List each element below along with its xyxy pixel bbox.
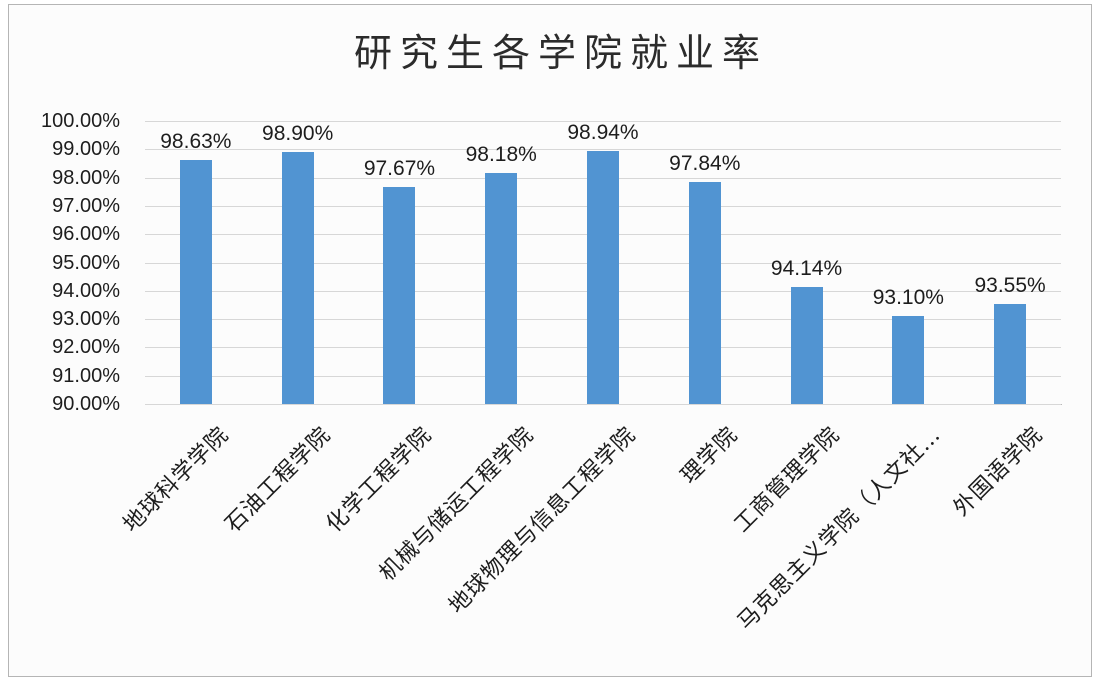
bar (485, 172, 518, 404)
y-tick-label: 100.00% (41, 110, 120, 132)
bar (281, 152, 314, 404)
bar-value-label: 98.94% (567, 120, 639, 144)
bar-value-label: 93.10% (872, 286, 944, 310)
bar-value-label: 93.55% (974, 273, 1046, 297)
y-tick-label: 99.00% (52, 138, 120, 161)
bar-value-label: 97.67% (363, 156, 436, 180)
bar (587, 150, 619, 404)
gridline (145, 404, 1061, 405)
y-tick-label: 91.00% (52, 364, 120, 387)
gridline (145, 149, 1061, 151)
y-tick-label: 94.00% (52, 279, 120, 302)
bar-value-label: 98.18% (465, 142, 537, 166)
bar-value-label: 98.90% (262, 122, 334, 146)
bar (383, 186, 416, 404)
y-tick-label: 96.00% (52, 223, 120, 246)
bar (892, 316, 925, 404)
bar (688, 182, 721, 404)
bar (179, 159, 212, 404)
y-tick-label: 93.00% (52, 308, 120, 331)
bar (790, 286, 823, 404)
bar-value-label: 98.63% (160, 129, 232, 153)
y-tick-label: 97.00% (52, 194, 120, 217)
chart-title: 研究生各学院就业率 (353, 31, 768, 75)
bar-value-label: 94.14% (770, 256, 843, 280)
y-tick-label: 95.00% (52, 251, 120, 274)
bar (994, 303, 1027, 404)
gridline (145, 121, 1061, 122)
bar-value-label: 97.84% (669, 152, 741, 176)
y-tick-label: 92.00% (52, 336, 120, 359)
y-tick-label: 98.00% (52, 166, 120, 189)
y-tick-label: 90.00% (52, 393, 120, 415)
